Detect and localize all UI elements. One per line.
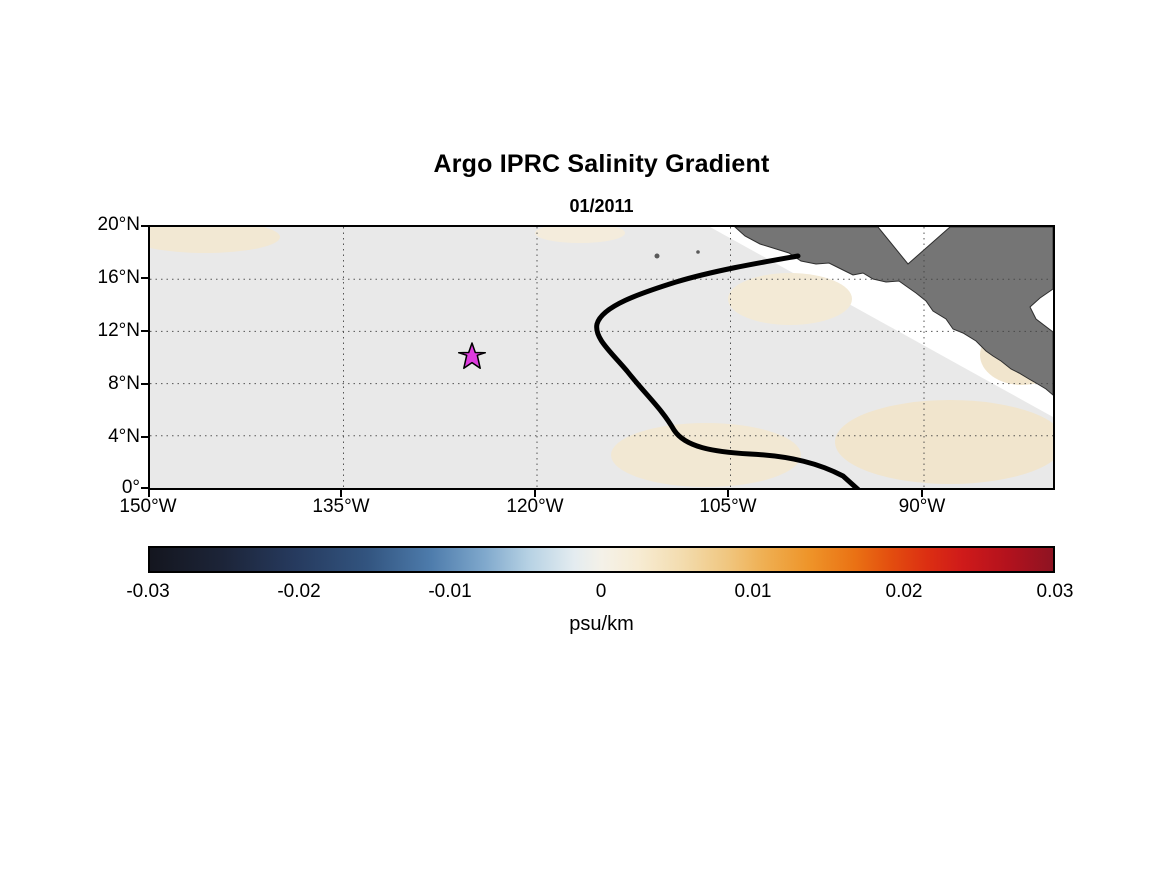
x-tick-label: 135°W	[312, 496, 370, 517]
y-tick-mark	[141, 436, 148, 438]
colorbar-tick-label: -0.02	[277, 581, 321, 602]
y-tick-mark	[141, 277, 148, 279]
y-tick-label: 12°N	[97, 320, 140, 341]
colorbar-tick-label: 0	[595, 581, 607, 602]
x-tick-label: 90°W	[898, 496, 946, 517]
y-tick-label: 20°N	[97, 214, 140, 235]
chart-subtitle: 01/2011	[569, 196, 634, 216]
colorbar-tick-label: 0.03	[1036, 581, 1074, 602]
y-tick-label: 4°N	[108, 426, 140, 447]
float-marker-star	[457, 342, 487, 370]
land-mass	[734, 227, 1053, 396]
map-axes	[148, 225, 1055, 490]
y-tick-mark	[141, 330, 148, 332]
chart-title: Argo IPRC Salinity Gradient	[433, 150, 770, 178]
warm-patch	[535, 227, 625, 243]
y-tick-mark	[141, 225, 148, 227]
x-tick-label: 105°W	[699, 496, 757, 517]
y-tick-mark	[141, 383, 148, 385]
y-tick-mark	[141, 487, 148, 489]
colorbar-tick-label: 0.02	[885, 581, 923, 602]
warm-patch	[150, 227, 280, 253]
colorbar-unit-label: psu/km	[569, 613, 634, 635]
x-tick-mark	[727, 490, 729, 497]
x-tick-label: 150°W	[119, 496, 177, 517]
grid-lines	[150, 227, 1053, 488]
y-tick-label: 16°N	[97, 267, 140, 288]
island-dot	[696, 250, 700, 254]
island-dot	[654, 253, 660, 259]
warm-patch	[835, 400, 1053, 484]
warm-patch	[728, 273, 852, 325]
x-tick-mark	[534, 490, 536, 497]
colorbar-tick-label: -0.01	[428, 581, 472, 602]
colorbar-gradient	[148, 546, 1055, 573]
x-tick-mark	[340, 490, 342, 497]
zero-contour-line	[594, 253, 861, 488]
y-tick-label: 0°	[121, 477, 140, 498]
colorbar-tick-label: 0.01	[734, 581, 772, 602]
map-svg	[150, 227, 1053, 488]
warm-patch	[611, 423, 801, 487]
x-tick-mark	[921, 490, 923, 497]
x-tick-mark	[148, 490, 150, 497]
colorbar-tick-label: -0.03	[126, 581, 170, 602]
x-tick-label: 120°W	[506, 496, 564, 517]
y-tick-label: 8°N	[108, 373, 140, 394]
